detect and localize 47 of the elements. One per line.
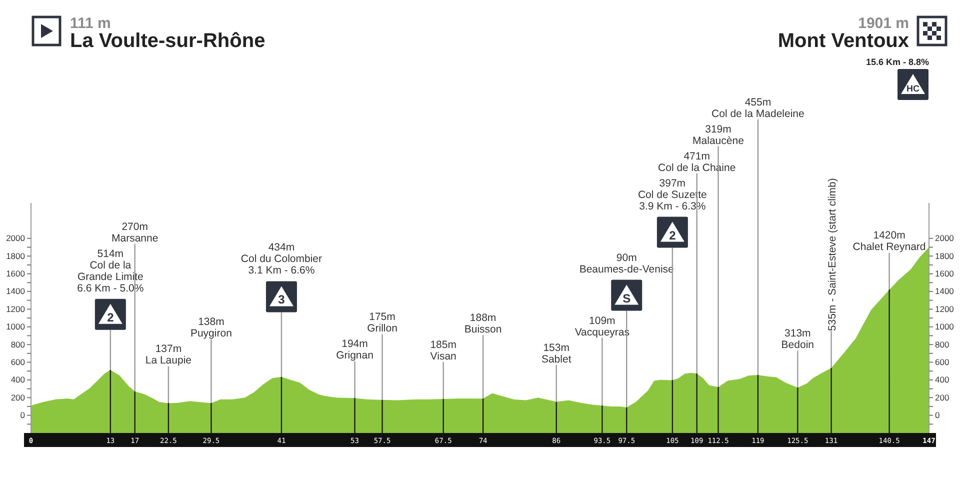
ref-line-label: 313m Bedoin: [781, 328, 814, 352]
text: Mont Ventoux: [778, 30, 909, 52]
text: La Voulte-sur-Rhône: [70, 30, 266, 52]
text: 397m Col de Suzette 3.9 Km - 6.3% 2: [638, 177, 707, 242]
y2-tick-label: 1200: [935, 304, 954, 314]
ref-line-label: 270m Marsanne: [112, 220, 158, 244]
y2-tick-label: 1600: [935, 268, 954, 278]
text: 514m Col de la Grande Limite 6.6 Km - 5.0% 2: [77, 248, 144, 324]
ref-line-label: 185m Visan: [430, 338, 457, 362]
ref-line-label: 194m Grignan: [336, 338, 374, 362]
ref-line-label: 1420m Chalet Reynard: [852, 230, 926, 254]
ref-line-label: 175m Grillon: [367, 311, 398, 335]
y2-tick-label: 400: [935, 374, 950, 385]
ref-line-label: 138m Puygiron: [190, 316, 232, 340]
y-tick-label: 400: [10, 374, 26, 385]
ref-line-label: 109m Vacqueyras: [574, 314, 630, 338]
text: 111 m: [70, 15, 111, 32]
y-tick-label: 0: [20, 410, 26, 420]
y-tick-label: 1000: [6, 322, 26, 332]
ref-line-label: 471m Col de la Chaine: [658, 150, 736, 174]
y-tick-label: 1200: [6, 304, 26, 314]
y-tick-label: 600: [10, 356, 26, 367]
text: 15.6 Km - 8.8%: [866, 57, 929, 67]
y-tick-label: 800: [10, 339, 26, 350]
y-tick-label: 1600: [6, 268, 26, 278]
ref-line-label: 188m Buisson: [464, 312, 502, 336]
y2-tick-label: 2000: [935, 233, 954, 244]
y-tick-label: 200: [10, 392, 26, 402]
ref-line-label: 153m Sablet: [541, 342, 572, 366]
text: 1901 m: [858, 15, 909, 32]
text: 434m Col du Colombier 3.1 Km - 6.6% 3: [240, 242, 322, 307]
y2-tick-label: 1000: [935, 322, 954, 332]
ref-line-label: 137m La Laupie: [145, 343, 192, 367]
ref-line-label: 455m Col de la Madeleine: [712, 96, 805, 120]
ref-line-label: 535m - Saint-Esteve (start climb): [826, 178, 838, 331]
y2-tick-label: 0: [935, 410, 940, 420]
y-tick-label: 1800: [6, 250, 26, 261]
y2-tick-label: 1400: [935, 286, 954, 296]
y-tick-label: 2000: [6, 233, 26, 244]
text: 90m Beaumes-de-Venise S: [579, 252, 674, 306]
y2-tick-label: 600: [935, 356, 950, 367]
y2-tick-label: 800: [935, 339, 950, 350]
ref-line-label: 319m Malaucène: [692, 123, 744, 147]
text: HC: [906, 84, 920, 94]
y2-tick-label: 1800: [935, 250, 954, 261]
y-tick-label: 1400: [6, 286, 26, 296]
y2-tick-label: 200: [935, 392, 950, 402]
